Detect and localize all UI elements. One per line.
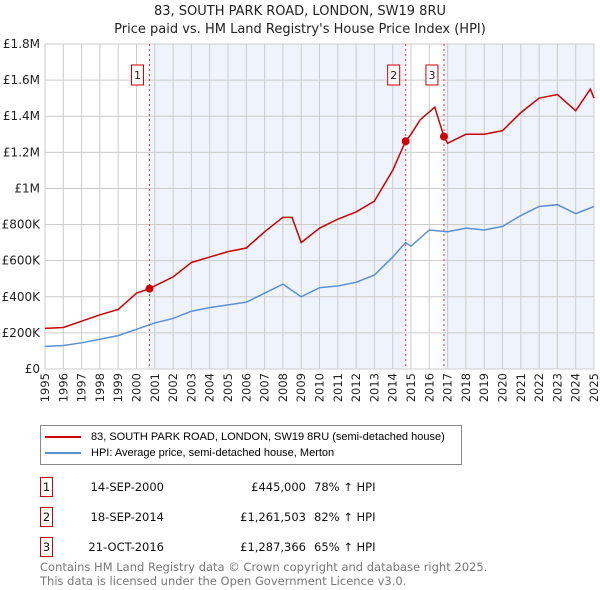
- x-tick-label: 2016: [422, 373, 436, 402]
- y-tick-label: £200K: [2, 326, 42, 340]
- x-tick-label: 1998: [93, 373, 107, 402]
- x-tick-label: 2011: [331, 373, 345, 402]
- x-tick-label: 2003: [184, 373, 198, 402]
- y-tick-label: £1.8M: [3, 37, 40, 51]
- x-tick-label: 2006: [239, 373, 253, 402]
- y-tick-label: £600K: [2, 254, 42, 268]
- x-tick-label: 2017: [441, 373, 455, 402]
- shaded-period-3: [443, 44, 594, 369]
- sale-point: [145, 284, 154, 293]
- sale-price: £1,287,366: [240, 540, 306, 554]
- sale-number: 2: [40, 507, 53, 527]
- y-tick-label: £1.4M: [3, 109, 40, 123]
- x-tick-label: 2022: [532, 373, 546, 402]
- footer: Contains HM Land Registry data © Crown c…: [40, 560, 487, 588]
- x-tick-label: 1995: [38, 373, 52, 402]
- x-tick-label: 2002: [166, 373, 180, 402]
- plot-area: 1995 1996 1997 1998 1999 2000 2001 2002 2003 2004…: [2, 37, 600, 402]
- sale-hpi: 78% ↑ HPI: [314, 480, 376, 494]
- sale-label-box: [425, 64, 439, 86]
- sale-label-box: [387, 64, 401, 86]
- sale-label-box: [130, 64, 144, 86]
- sale-date: 14-SEP-2000: [90, 480, 164, 494]
- sale-hpi: 65% ↑ HPI: [314, 540, 376, 554]
- x-tick-label: 2021: [514, 373, 528, 402]
- y-tick-label: £400K: [2, 290, 42, 304]
- sale-row: 1 14-SEP-2000 £445,000 78% ↑ HPI: [40, 477, 440, 497]
- legend-blue-label: HPI: Average price, semi-detached house,…: [91, 447, 335, 459]
- x-tick-label: 2015: [404, 373, 418, 402]
- legend: 83, SOUTH PARK ROAD, LONDON, SW19 8RU (s…: [40, 425, 462, 465]
- y-tick-label: £1.6M: [3, 73, 40, 87]
- x-tick-label: 2012: [349, 373, 363, 402]
- y-tick-label: £1.2M: [3, 145, 40, 159]
- sale-row: 2 18-SEP-2014 £1,261,503 82% ↑ HPI: [40, 507, 440, 527]
- x-tick-label: 2008: [276, 373, 290, 402]
- sale-label: 3: [428, 69, 435, 82]
- sale-label: 2: [390, 69, 397, 82]
- x-tick-label: 2013: [367, 373, 381, 402]
- x-tick-label: 2019: [477, 373, 491, 402]
- x-tick-label: 2024: [569, 373, 583, 402]
- x-tick-label: 1999: [111, 373, 125, 402]
- sale-price: £1,261,503: [240, 510, 306, 524]
- sale-row: 3 21-OCT-2016 £1,287,366 65% ↑ HPI: [40, 537, 440, 557]
- series-line-hpi: [44, 203, 595, 348]
- x-tick-label: 2007: [258, 373, 272, 402]
- x-tick-label: 2001: [148, 373, 162, 402]
- sale-point: [439, 132, 448, 141]
- sale-label: 1: [134, 69, 141, 82]
- y-tick-label: £800K: [2, 218, 42, 232]
- x-tick-label: 2005: [221, 373, 235, 402]
- y-tick-label: £1M: [14, 181, 40, 195]
- chart-subtitle: Price paid vs. HM Land Registry's House …: [114, 22, 486, 37]
- sale-number: 3: [40, 537, 53, 557]
- x-tick-label: 2009: [294, 373, 308, 402]
- x-tick-label: 2014: [386, 373, 400, 402]
- footer-line1: Contains HM Land Registry data © Crown c…: [40, 560, 488, 574]
- x-tick-label: 2000: [130, 373, 144, 402]
- footer-line2: This data is licensed under the Open Gov…: [40, 574, 407, 588]
- sale-number: 1: [40, 477, 53, 497]
- sale-date: 21-OCT-2016: [88, 540, 164, 554]
- y-tick-label: £0: [25, 362, 40, 376]
- sale-date: 18-SEP-2014: [90, 510, 164, 524]
- sale-price: £445,000: [251, 480, 306, 494]
- x-tick-label: 1997: [75, 373, 89, 402]
- x-tick-label: 2020: [496, 373, 510, 402]
- x-tick-label: 1996: [56, 373, 70, 402]
- x-tick-label: 2010: [313, 373, 327, 402]
- x-tick-label: 2025: [587, 373, 600, 402]
- legend-red-label: 83, SOUTH PARK ROAD, LONDON, SW19 8RU (s…: [91, 431, 445, 443]
- legend-red-line: [45, 436, 81, 438]
- legend-blue-line: [45, 452, 81, 454]
- sale-point: [401, 137, 410, 146]
- shaded-period-1: [149, 44, 406, 369]
- x-tick-label: 2023: [550, 373, 564, 402]
- sale-hpi: 82% ↑ HPI: [314, 510, 376, 524]
- chart-title: 83, SOUTH PARK ROAD, LONDON, SW19 8RU: [153, 4, 447, 19]
- x-tick-label: 2004: [203, 373, 217, 402]
- x-tick-label: 2018: [459, 373, 473, 402]
